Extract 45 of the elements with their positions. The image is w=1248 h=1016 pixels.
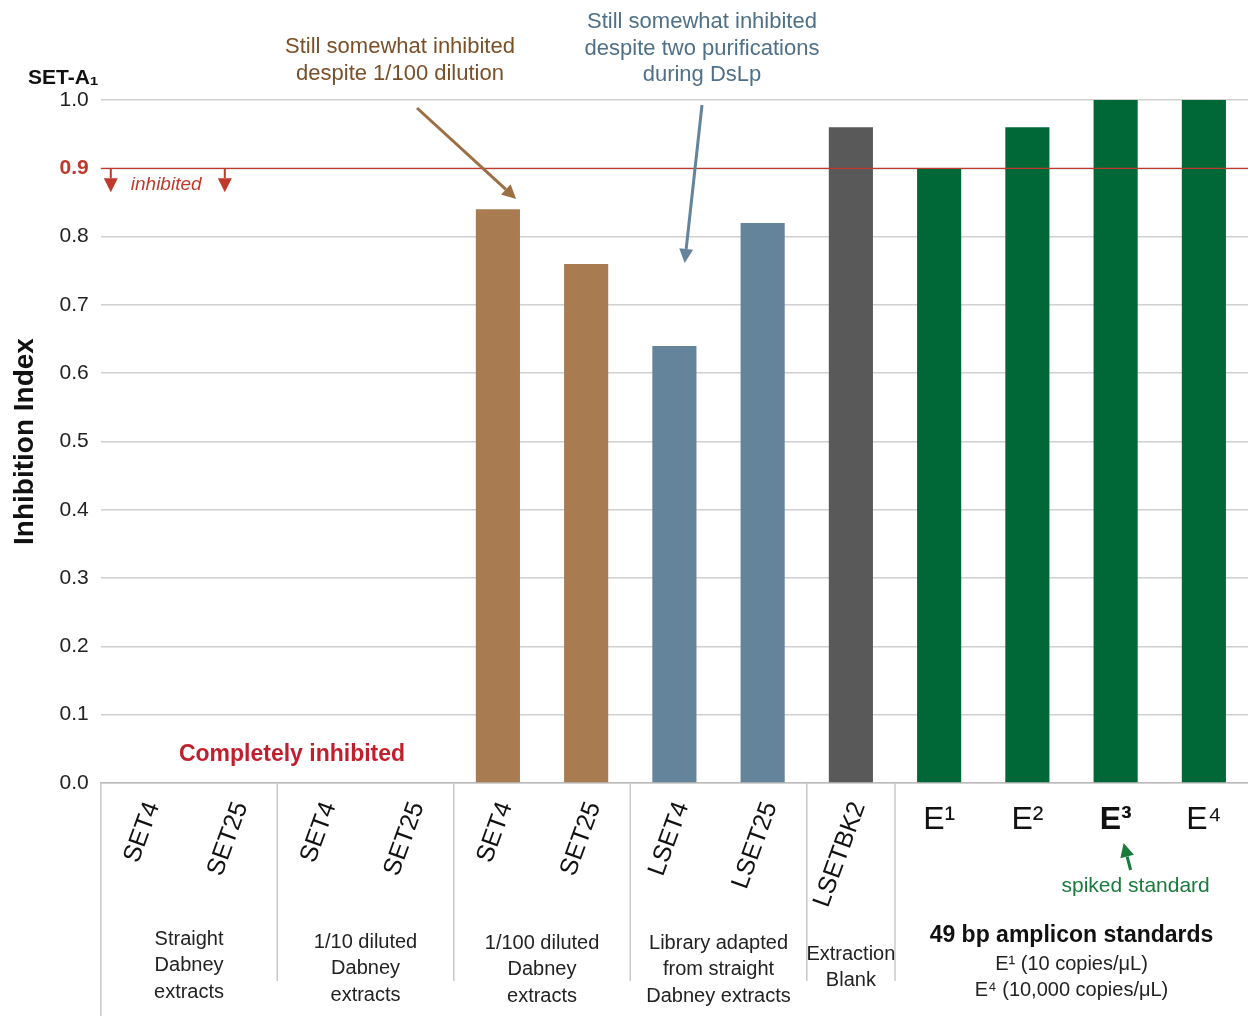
- text: Still somewhat inhibited despite two purifications during DsLp: [584, 8, 820, 87]
- x-tick-label: E¹: [923, 799, 956, 836]
- y-tick-label: 0.6: [59, 360, 89, 383]
- y-tick-label: 0.7: [59, 291, 89, 315]
- bar: [652, 345, 697, 783]
- text: Still somewhat inhibited despite 1/100 dilution: [285, 33, 515, 85]
- bar: [828, 127, 873, 783]
- x-tick-label: E²: [1011, 799, 1044, 836]
- y-tick-label: 0.3: [59, 564, 89, 588]
- y-tick-label: 0.2: [59, 633, 89, 657]
- x-tick-label: SET4: [116, 797, 165, 866]
- x-tick-label: SET4: [292, 797, 341, 866]
- bar: [917, 168, 962, 783]
- text: 49 bp amplicon standards: [929, 921, 1214, 948]
- bar: [1005, 127, 1050, 783]
- text: 1/100 diluted Dabney extracts: [484, 930, 600, 1006]
- text: Straight Dabney extracts: [154, 926, 225, 1002]
- chart-title: SET-A₁: [28, 64, 99, 88]
- x-tick-label: E⁴: [1186, 799, 1222, 836]
- y-tick-label: 0.0: [59, 769, 89, 793]
- text: E¹ (10 copies/μL) E⁴ (10,000 copies/μL): [974, 951, 1169, 1001]
- text: Extraction Blank: [806, 941, 896, 991]
- y-tick-label: 0.1: [59, 701, 89, 725]
- y-tick-label: 0.5: [59, 428, 89, 452]
- text: 1/10 diluted Dabney extracts: [313, 929, 418, 1005]
- text: spiked standard: [1061, 872, 1210, 896]
- x-tick-label: SET25: [552, 797, 606, 879]
- bar: [1181, 100, 1226, 783]
- bar: [1093, 100, 1138, 783]
- ref-line-label: inhibited: [130, 172, 203, 194]
- y-axis-title: Inhibition Index: [7, 337, 39, 545]
- y-tick-label: 0.8: [59, 223, 89, 247]
- bar: [564, 263, 609, 783]
- x-tick-label: SET25: [199, 797, 253, 879]
- x-tick-label: LSET4: [641, 797, 694, 879]
- x-tick-label: SET25: [376, 797, 429, 879]
- annotation: Completely inhibited: [178, 740, 406, 767]
- x-tick-label: SET4: [469, 797, 518, 866]
- bar: [475, 209, 520, 783]
- y-tick-label: 0.9: [59, 155, 89, 179]
- bar: [740, 222, 785, 783]
- x-tick-label: E³: [1099, 799, 1132, 836]
- y-tick-label: 1.0: [59, 86, 89, 110]
- text: Library adapted from straight Dabney extracts: [646, 930, 791, 1006]
- y-tick-label: 0.4: [59, 496, 90, 520]
